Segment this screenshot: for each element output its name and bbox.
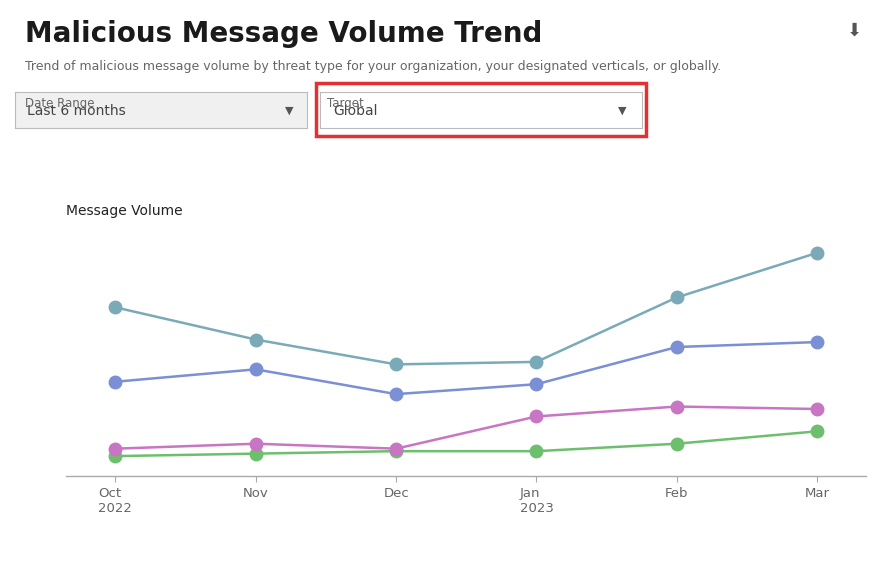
Text: ▼: ▼ [285, 106, 293, 116]
Text: ▼: ▼ [618, 106, 627, 116]
Text: Malicious Message Volume Trend: Malicious Message Volume Trend [25, 20, 542, 48]
Text: Target: Target [327, 97, 364, 110]
Text: Date Range: Date Range [25, 97, 95, 110]
Text: Global: Global [333, 104, 377, 118]
Text: Trend of malicious message volume by threat type for your organization, your des: Trend of malicious message volume by thr… [25, 60, 720, 73]
Text: ⬇: ⬇ [847, 22, 863, 40]
Text: Message Volume: Message Volume [66, 204, 183, 218]
Text: Last 6 months: Last 6 months [27, 104, 126, 118]
